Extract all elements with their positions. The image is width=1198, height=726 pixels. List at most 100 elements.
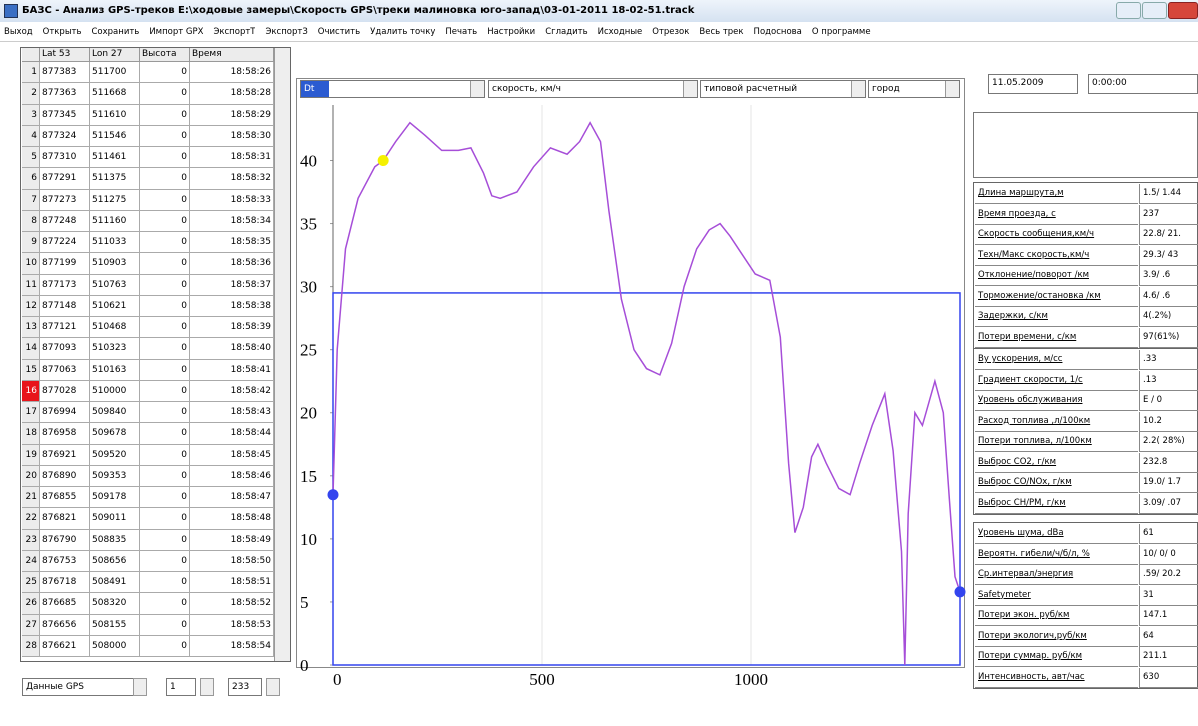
table-cell: 0 (140, 62, 190, 84)
selector[interactable]: город (868, 80, 960, 98)
table-cell: 18:58:49 (190, 529, 274, 551)
stat-label: Уровень обслуживания (975, 391, 1138, 411)
stat-label: Потери времени, с/км (975, 328, 1138, 348)
row-number: 4 (22, 125, 40, 147)
table-cell: 510000 (90, 380, 140, 402)
table-cell: 876753 (40, 550, 90, 572)
stat-label: Выброс СН/РМ, г/км (975, 494, 1138, 514)
table-cell: 508491 (90, 572, 140, 594)
dropdown-arrow[interactable] (851, 81, 865, 97)
menu-item[interactable]: ЭкспортЗ (265, 27, 308, 37)
menu-item[interactable]: Исходные (597, 27, 643, 37)
row-number: 26 (22, 593, 40, 615)
row-number: 12 (22, 295, 40, 317)
y-tick-label: 5 (300, 593, 309, 612)
table-cell: 18:58:40 (190, 338, 274, 360)
table-cell: 877173 (40, 274, 90, 296)
table-cell: 511610 (90, 104, 140, 126)
menu-item[interactable]: Сохранить (91, 27, 140, 37)
table-cell: 0 (140, 189, 190, 211)
date-field[interactable]: 11.05.2009 (988, 74, 1078, 94)
table-cell: 511668 (90, 83, 140, 105)
dropdown-arrow[interactable] (470, 81, 484, 97)
spin-button[interactable] (200, 678, 214, 696)
selector[interactable]: скорость, км/ч (488, 80, 698, 98)
table-cell: 510621 (90, 295, 140, 317)
column-header: Lat 53 (40, 48, 90, 62)
y-tick-label: 35 (300, 215, 317, 234)
table-cell: 508155 (90, 614, 140, 636)
row-number: 9 (22, 232, 40, 254)
table-cell: 508320 (90, 593, 140, 615)
stat-value: 4(.2%) (1139, 307, 1198, 327)
menu-item[interactable]: Отрезок (652, 27, 690, 37)
table-cell: 0 (140, 380, 190, 402)
table-cell: 18:58:53 (190, 614, 274, 636)
to-field[interactable]: 233 (228, 678, 262, 696)
table-cell: 876821 (40, 508, 90, 530)
scrollbar[interactable] (274, 48, 290, 661)
stat-label: Потери топлива, л/100км (975, 432, 1138, 452)
table-cell: 18:58:31 (190, 147, 274, 169)
menu-item[interactable]: Очистить (317, 27, 361, 37)
y-tick-label: 40 (300, 151, 317, 170)
y-tick-label: 0 (300, 656, 309, 675)
column-header: Время (190, 48, 274, 62)
menu-item[interactable]: О программе (811, 27, 871, 37)
selector[interactable]: типовой расчетный (700, 80, 866, 98)
stat-value: 1.5/ 1.44 (1139, 184, 1198, 204)
menu-item[interactable]: Выход (4, 27, 33, 37)
time-field[interactable]: 0:00:00 (1088, 74, 1198, 94)
stat-value: 232.8 (1139, 452, 1198, 473)
menu-item[interactable]: Удалить точку (370, 27, 436, 37)
table-cell: 877291 (40, 168, 90, 190)
table-cell: 877063 (40, 359, 90, 381)
minimize-button[interactable] (1116, 2, 1141, 19)
menu-item[interactable]: Импорт GPX (149, 27, 204, 37)
row-number: 5 (22, 147, 40, 169)
row-number: 28 (22, 635, 40, 657)
table-cell: 0 (140, 317, 190, 339)
menu-item[interactable]: Настройки (487, 27, 536, 37)
y-tick-label: 25 (300, 341, 317, 360)
menu-item[interactable]: Сгладить (545, 27, 588, 37)
maximize-button[interactable] (1142, 2, 1167, 19)
stat-value: 3.9/ .6 (1139, 266, 1198, 286)
table-cell: 877324 (40, 125, 90, 147)
menu-item[interactable]: Подоснова (753, 27, 802, 37)
stat-value: 2.2( 28%) (1139, 432, 1198, 452)
stat-label: Выброс СО/NOx, г/км (975, 473, 1138, 493)
row-number: 2 (22, 83, 40, 105)
table-cell: 877248 (40, 210, 90, 232)
menu-item[interactable]: Открыть (42, 27, 82, 37)
stat-label: Ср.интервал/энергия (975, 565, 1138, 585)
table-cell: 877273 (40, 189, 90, 211)
menu-item[interactable]: Весь трек (699, 27, 744, 37)
table-cell: 0 (140, 338, 190, 360)
table-cell: 0 (140, 444, 190, 466)
column-header (22, 48, 40, 62)
stat-value: .59/ 20.2 (1139, 565, 1198, 585)
table-cell: 876890 (40, 465, 90, 487)
stat-value: 10.2 (1139, 411, 1198, 432)
table-cell: 0 (140, 274, 190, 296)
table-cell: 18:58:44 (190, 423, 274, 445)
table-cell: 510763 (90, 274, 140, 296)
table-cell: 877121 (40, 317, 90, 339)
spin-button[interactable] (266, 678, 280, 696)
menu-item[interactable]: ЭкспортТ (213, 27, 256, 37)
row-number: 17 (22, 402, 40, 424)
spin-button[interactable] (133, 678, 147, 696)
row-number: 19 (22, 444, 40, 466)
stat-label: Время проезда, с (975, 205, 1138, 225)
stat-label: Градиент скорости, 1/с (975, 371, 1138, 391)
dropdown-arrow[interactable] (945, 81, 959, 97)
menu-item[interactable]: Печать (445, 27, 478, 37)
dropdown-arrow[interactable] (683, 81, 697, 97)
table-cell: 510323 (90, 338, 140, 360)
row-number: 18 (22, 423, 40, 445)
table-cell: 511461 (90, 147, 140, 169)
source-dropdown[interactable]: Данные GPS (22, 678, 147, 696)
from-field[interactable]: 1 (166, 678, 196, 696)
selector[interactable]: Dt (300, 80, 485, 98)
